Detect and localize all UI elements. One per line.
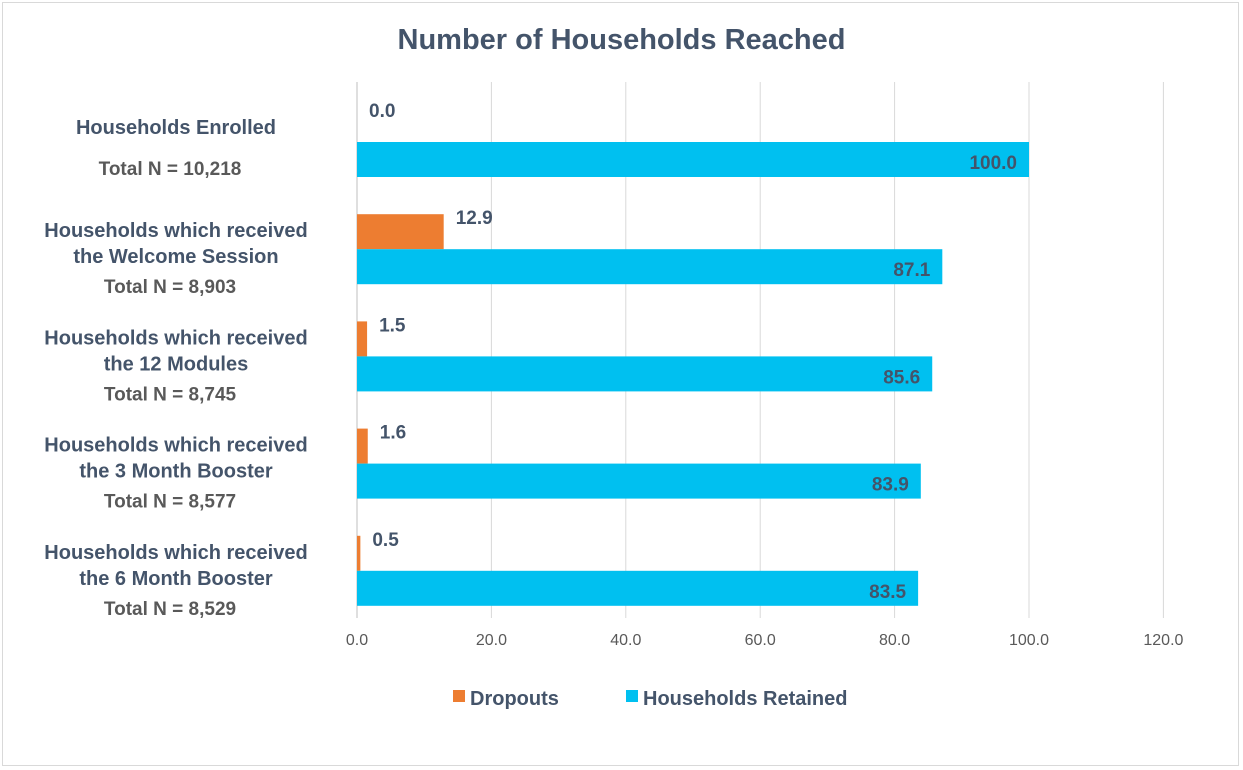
retained-bar <box>357 570 919 606</box>
x-tick-label: 80.0 <box>879 632 910 649</box>
dropouts-data-label: 12.9 <box>456 208 493 229</box>
legend-swatch <box>626 690 638 702</box>
dropouts-bar <box>357 535 361 571</box>
dropouts-data-label: 1.6 <box>380 423 406 444</box>
x-tick-labels: 0.0 20.0 40.0 60.0 80.0 100.0 120.0 <box>346 632 1184 649</box>
legend-swatch <box>453 690 465 702</box>
legend-entry: Households Retained <box>643 688 847 710</box>
category-label-line: Households which received <box>44 220 307 242</box>
legend-entry: Dropouts <box>470 688 559 710</box>
x-tick-label: 0.0 <box>346 632 368 649</box>
category-labels: Households Enrolled Total N = 10,218 House… <box>44 117 307 620</box>
category-label-line: Households which received <box>44 327 307 349</box>
retained-data-label: 83.5 <box>869 582 906 603</box>
dropouts-bar <box>357 428 368 464</box>
category-label-line: Households which received <box>44 435 307 457</box>
retained-data-label: 100.0 <box>969 153 1017 174</box>
x-tick-label: 20.0 <box>476 632 507 649</box>
retained-bar <box>357 142 1029 177</box>
retained-data-label: 83.9 <box>872 475 909 496</box>
dropouts-bar <box>357 214 444 250</box>
dropouts-data-label: 1.5 <box>379 315 406 336</box>
category-label-line: the 3 Month Booster <box>79 461 273 483</box>
retained-data-label: 87.1 <box>893 260 930 281</box>
retained-bar <box>357 356 933 392</box>
chart-title: Number of Households Reached <box>397 24 846 56</box>
category-label-line: the 12 Modules <box>104 353 248 375</box>
category-total: Total N = 8,529 <box>104 599 236 620</box>
category-label-line: the Welcome Session <box>73 246 278 268</box>
dropouts-data-label: 0.5 <box>372 530 399 551</box>
category-label-line: Households which received <box>44 542 307 564</box>
x-tick-label: 60.0 <box>745 632 776 649</box>
bars: 0.0 100.0 12.9 87.1 1.5 85.6 1.6 83.9 0.5 83.5 <box>357 101 1029 606</box>
retained-bar <box>357 249 943 285</box>
category-total: Total N = 8,577 <box>104 492 236 513</box>
dropouts-data-label: 0.0 <box>369 101 395 122</box>
category-total: Total N = 8,745 <box>104 384 237 405</box>
category-label-line: the 6 Month Booster <box>79 568 273 590</box>
retained-data-label: 85.6 <box>883 367 920 388</box>
dropouts-bar <box>357 321 368 357</box>
x-tick-label: 100.0 <box>1009 632 1049 649</box>
category-total: Total N = 10,218 <box>99 159 242 180</box>
x-tick-label: 120.0 <box>1143 632 1183 649</box>
legend: Dropouts Households Retained <box>453 688 847 710</box>
category-total: Total N = 8,903 <box>104 277 236 298</box>
retained-bar <box>357 463 921 499</box>
category-label-line: Households Enrolled <box>76 117 276 139</box>
x-tick-label: 40.0 <box>610 632 641 649</box>
